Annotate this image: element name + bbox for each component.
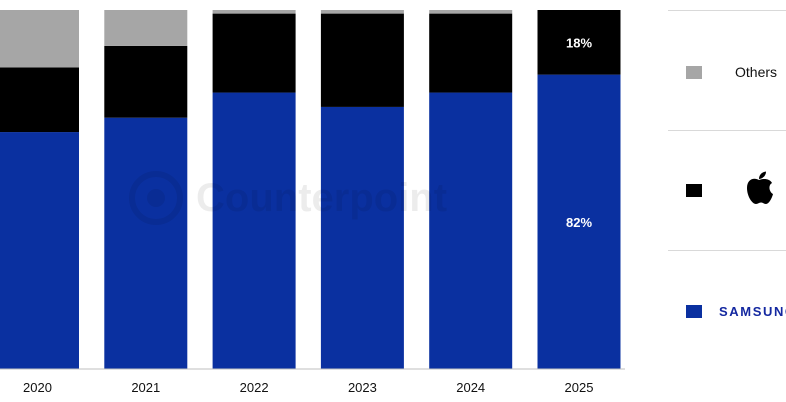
bar-samsung-2021 [104, 117, 188, 369]
legend-swatch-apple [686, 184, 702, 197]
legend-divider [668, 10, 786, 11]
bar-samsung-2025 [537, 74, 621, 370]
legend-label-others: Others [735, 64, 778, 80]
bar-samsung-2020 [0, 132, 79, 369]
legend-item-apple [686, 170, 774, 211]
legend-swatch-others [686, 65, 702, 79]
bar-others-2023 [320, 10, 404, 14]
legend-item-samsung: SAMSUNG [686, 304, 786, 319]
bar-apple-2023 [320, 13, 404, 107]
bar-others-2022 [212, 10, 296, 14]
bar-samsung-2024 [429, 92, 513, 369]
bar-apple-2020 [0, 67, 79, 133]
x-tick-label-2021: 2021 [131, 380, 160, 395]
stacked-bar-chart: 2020 2021 2022 2023 2024 2025 82% 18% [0, 10, 625, 395]
x-tick-label-2020: 2020 [23, 380, 52, 395]
legend-divider [668, 130, 786, 131]
x-tick-label-2023: 2023 [348, 380, 377, 395]
apple-logo-icon [747, 171, 773, 204]
data-label-samsung-2025: 82% [566, 215, 592, 230]
samsung-logo-text: SAMSUNG [719, 304, 786, 319]
x-tick-label-2024: 2024 [456, 380, 485, 395]
bar-others-2021 [104, 10, 188, 46]
bar-apple-2022 [212, 13, 296, 93]
legend-item-others: Others [686, 64, 777, 80]
bar-others-2020 [0, 10, 79, 68]
x-tick-label-2025: 2025 [565, 380, 594, 395]
bar-samsung-2022 [212, 92, 296, 369]
data-label-apple-2025: 18% [566, 35, 592, 50]
bar-samsung-2023 [320, 106, 404, 370]
x-tick-label-2022: 2022 [240, 380, 269, 395]
bar-apple-2021 [104, 45, 188, 118]
legend-divider [668, 250, 786, 251]
bar-apple-2024 [429, 13, 513, 93]
bar-others-2024 [429, 10, 513, 14]
bar-apple-2025 [537, 10, 621, 75]
legend-swatch-samsung [686, 305, 702, 318]
